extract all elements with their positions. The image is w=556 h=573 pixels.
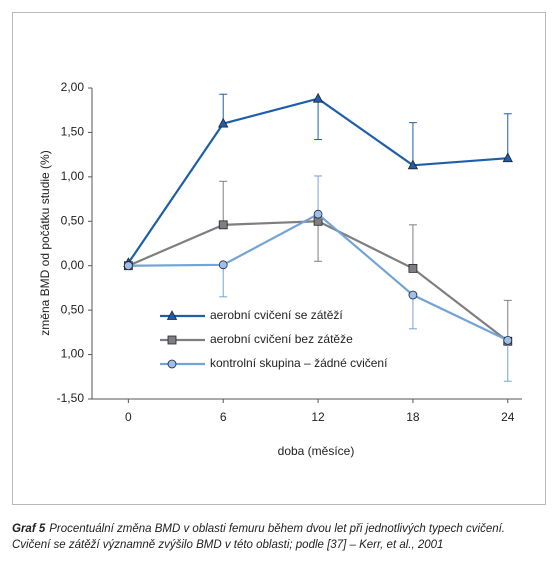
y-tick-label: 0,00 <box>61 258 85 272</box>
x-tick-label: 18 <box>406 410 420 424</box>
marker <box>218 220 228 230</box>
y-tick-label: 0,50 <box>61 213 85 227</box>
marker <box>312 92 324 103</box>
caption: Graf 5 Procentuální změna BMD v oblasti f… <box>12 521 542 553</box>
x-tick-label: 12 <box>311 410 325 424</box>
marker <box>167 359 177 369</box>
y-tick-label: 2,00 <box>61 80 85 94</box>
legend-label: aerobní cvičení se zátěží <box>210 308 343 322</box>
marker <box>408 263 418 273</box>
marker <box>503 335 513 345</box>
marker <box>166 310 178 320</box>
marker <box>408 290 418 300</box>
chart: změna BMD od počátku studie (%) doba (mě… <box>12 12 546 505</box>
y-tick-label: 0,50 <box>61 302 85 316</box>
marker <box>502 152 513 163</box>
frame <box>12 12 546 505</box>
caption-text: Procentuální změna BMD v oblasti femuru … <box>12 523 505 551</box>
y-tick-label: 1,00 <box>61 169 85 183</box>
x-tick-label: 24 <box>501 410 515 424</box>
marker <box>218 260 228 270</box>
legend-label: aerobní cvičení bez zátěže <box>210 332 353 346</box>
marker <box>313 209 323 219</box>
marker <box>218 117 229 128</box>
y-tick-label: 1,00 <box>61 347 85 361</box>
x-tick-label: 0 <box>125 410 132 424</box>
x-axis-label: doba (měsíce) <box>278 444 355 458</box>
y-tick-label: 1,50 <box>61 125 85 139</box>
x-tick-label: 6 <box>220 410 227 424</box>
y-axis-label: změna BMD od počátku studie (%) <box>38 150 52 335</box>
legend-label: kontrolní skupina – žádné cvičení <box>210 356 388 370</box>
y-tick-label: -1,50 <box>57 391 85 405</box>
marker <box>123 261 133 271</box>
marker <box>167 335 177 345</box>
caption-label: Graf 5 <box>12 523 46 535</box>
marker <box>407 159 419 170</box>
